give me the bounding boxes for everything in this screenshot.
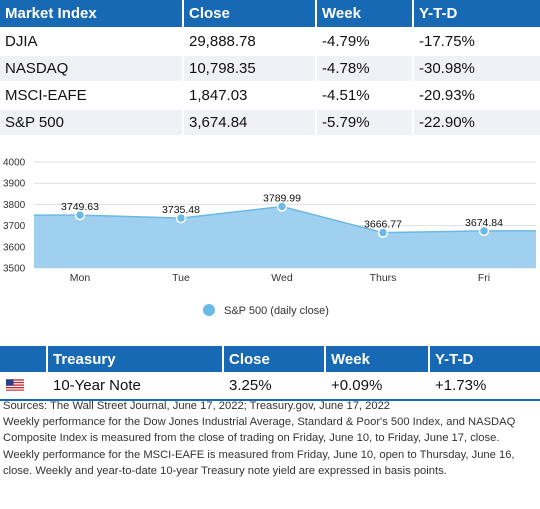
index-ytd: -30.98% (412, 54, 540, 82)
index-week: -4.51% (315, 81, 413, 109)
y-tick-label: 3600 (3, 242, 26, 253)
index-name: DJIA (0, 27, 183, 55)
y-tick-label: 3700 (3, 221, 26, 232)
header-ytd: Y-T-D (428, 346, 540, 372)
header-week: Week (315, 0, 413, 28)
data-point (175, 212, 187, 224)
index-week: -4.78% (315, 54, 413, 82)
header-flag-spacer (0, 346, 47, 372)
index-week: -5.79% (315, 108, 413, 135)
index-name: NASDAQ (0, 54, 183, 82)
data-point (276, 201, 288, 212)
data-label: 3666.77 (364, 219, 402, 231)
x-tick-label: Thurs (370, 272, 397, 284)
header-week: Week (324, 346, 429, 372)
x-tick-label: Wed (271, 272, 293, 284)
index-close: 29,888.78 (182, 27, 316, 55)
treasury-table-header: Treasury Close Week Y-T-D (0, 346, 540, 372)
data-label: 3789.99 (263, 193, 301, 205)
footnotes: Sources: The Wall Street Journal, June 1… (3, 398, 537, 479)
methodology-note: Weekly performance for the Dow Jones Ind… (3, 416, 516, 477)
x-tick-label: Mon (70, 272, 91, 284)
y-tick-label: 3800 (3, 200, 26, 211)
data-label: 3749.63 (61, 201, 99, 213)
data-point (478, 225, 490, 237)
treasury-close: 3.25% (222, 372, 325, 401)
table-row: DJIA 29,888.78 -4.79% -17.75% (0, 27, 540, 55)
legend-marker (203, 304, 215, 316)
series-area (34, 206, 536, 268)
index-close: 1,847.03 (182, 81, 316, 109)
treasury-name: 10-Year Note (46, 372, 223, 401)
sources-note: Sources: The Wall Street Journal, June 1… (3, 400, 391, 412)
sp500-area-chart: 4000 3900 3800 3700 3600 3500 3749.63 3735.48 37… (3, 158, 536, 317)
legend-label: S&P 500 (daily close) (224, 305, 329, 317)
table-row: NASDAQ 10,798.35 -4.78% -30.98% (0, 54, 540, 82)
treasury-ytd: +1.73% (428, 372, 540, 401)
x-tick-label: Fri (478, 272, 490, 284)
treasury-table: Treasury Close Week Y-T-D 10-Year Note 3… (0, 346, 540, 401)
index-close: 10,798.35 (182, 54, 316, 82)
data-label: 3735.48 (162, 204, 200, 216)
header-ytd: Y-T-D (412, 0, 540, 28)
us-flag-icon (6, 378, 24, 391)
table-row: S&P 500 3,674.84 -5.79% -22.90% (0, 108, 540, 135)
table-row: MSCI-EAFE 1,847.03 -4.51% -20.93% (0, 81, 540, 109)
table-row: 10-Year Note 3.25% +0.09% +1.73% (0, 372, 540, 401)
header-market-index: Market Index (0, 0, 183, 28)
index-close: 3,674.84 (182, 108, 316, 135)
index-week: -4.79% (315, 27, 413, 55)
flag-cell (0, 372, 47, 401)
y-tick-label: 3900 (3, 179, 26, 190)
header-close: Close (182, 0, 316, 28)
data-point (74, 209, 86, 221)
y-tick-label: 3500 (3, 264, 26, 275)
y-tick-label: 4000 (3, 158, 26, 169)
x-tick-label: Tue (172, 272, 190, 284)
index-name: MSCI-EAFE (0, 81, 183, 109)
header-close: Close (222, 346, 325, 372)
data-label: 3674.84 (465, 217, 503, 229)
treasury-week: +0.09% (324, 372, 429, 401)
index-ytd: -20.93% (412, 81, 540, 109)
market-index-table: Market Index Close Week Y-T-D DJIA 29,88… (0, 0, 540, 135)
index-ytd: -22.90% (412, 108, 540, 135)
market-table-header: Market Index Close Week Y-T-D (0, 0, 540, 28)
index-ytd: -17.75% (412, 27, 540, 55)
header-treasury: Treasury (46, 346, 223, 372)
data-point (377, 227, 389, 238)
index-name: S&P 500 (0, 108, 183, 135)
